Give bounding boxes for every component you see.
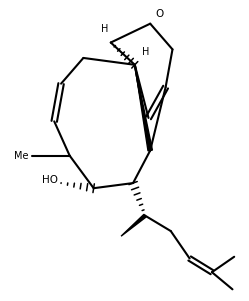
Polygon shape	[121, 214, 146, 236]
Text: Me: Me	[14, 150, 29, 161]
Polygon shape	[135, 65, 152, 151]
Text: H: H	[101, 24, 108, 34]
Text: O: O	[155, 8, 164, 19]
Text: HO: HO	[42, 175, 58, 185]
Text: H: H	[142, 47, 150, 57]
